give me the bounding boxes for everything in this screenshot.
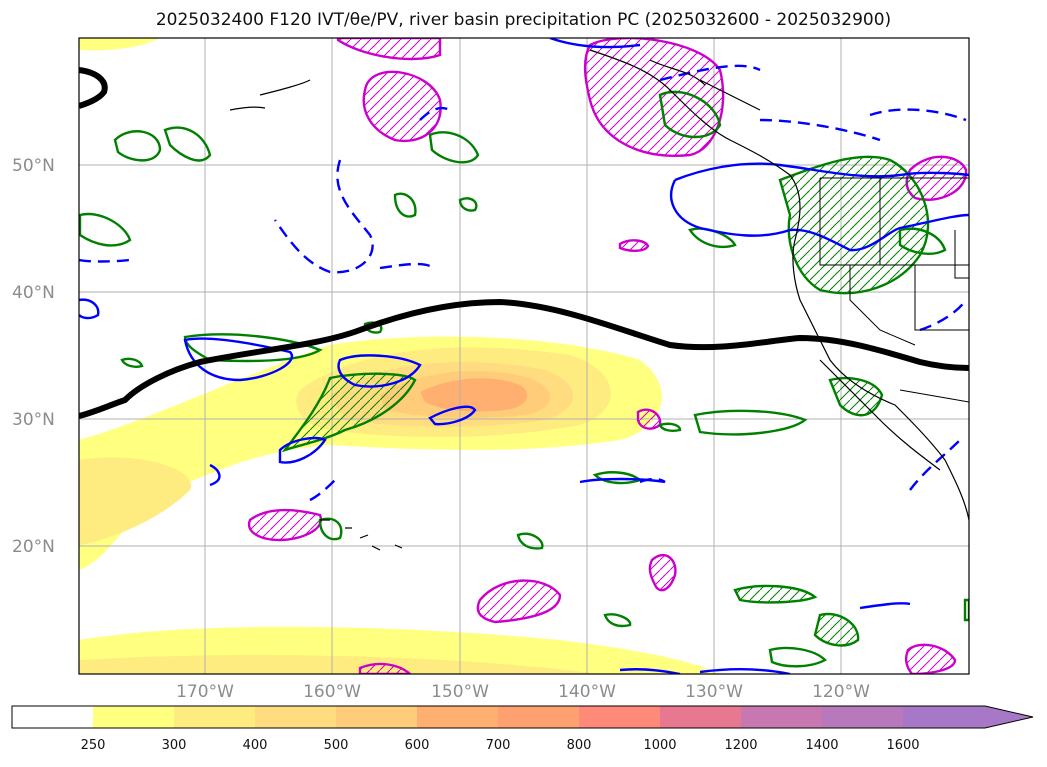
lon-label: 130°W: [685, 682, 743, 702]
colorbar: [11, 705, 1034, 729]
colorbar-tick-label: 1400: [805, 738, 839, 753]
colorbar-tick-label: 500: [323, 738, 349, 753]
pv-contours: [247, 38, 968, 674]
colorbar-segment: [660, 706, 741, 728]
colorbar-tick-label: 800: [566, 738, 592, 753]
colorbar-tick-label: 1600: [886, 738, 920, 753]
lon-label: 160°W: [303, 682, 361, 702]
colorbar-tick-label: 250: [80, 738, 106, 753]
state-borders: [819, 177, 969, 403]
colorbar-segment: [255, 706, 336, 728]
theta-contours: [79, 38, 969, 674]
colorbar-segment: [336, 706, 417, 728]
lon-label: 150°W: [431, 682, 489, 702]
lon-label: 140°W: [558, 682, 616, 702]
lat-label: 40°N: [12, 283, 55, 303]
map-title: 2025032400 F120 IVT/θe/PV, river basin p…: [155, 10, 892, 30]
lat-label: 30°N: [12, 410, 55, 430]
coastlines: [229, 49, 969, 551]
map-area: [79, 38, 969, 674]
pv-2-line: [79, 298, 969, 419]
colorbar-segment: [741, 706, 822, 728]
colorbar-segment: [498, 706, 579, 728]
colorbar-tick-label: 400: [242, 738, 268, 753]
precip-contours: [79, 90, 969, 668]
lon-label: 170°W: [176, 682, 234, 702]
colorbar-extend-arrow: [903, 706, 1033, 728]
colorbar-segment: [93, 706, 174, 728]
colorbar-tick-label: 1200: [724, 738, 758, 753]
colorbar-segment: [822, 706, 903, 728]
ivt-shading: [79, 38, 720, 674]
colorbar-tick-label: 300: [161, 738, 187, 753]
map-frame: [78, 37, 970, 675]
colorbar-segment: [579, 706, 660, 728]
lat-label: 20°N: [12, 537, 55, 557]
colorbar-tick-label: 1000: [643, 738, 677, 753]
colorbar-segment: [417, 706, 498, 728]
lon-label: 120°W: [812, 682, 870, 702]
colorbar-segment: [174, 706, 255, 728]
lat-label: 50°N: [12, 156, 55, 176]
colorbar-segment: [12, 706, 93, 728]
colorbar-tick-label: 600: [404, 738, 430, 753]
pv-2-line-north: [79, 67, 108, 109]
colorbar-tick-label: 700: [485, 738, 511, 753]
theta-dashed-contours: [79, 64, 967, 502]
